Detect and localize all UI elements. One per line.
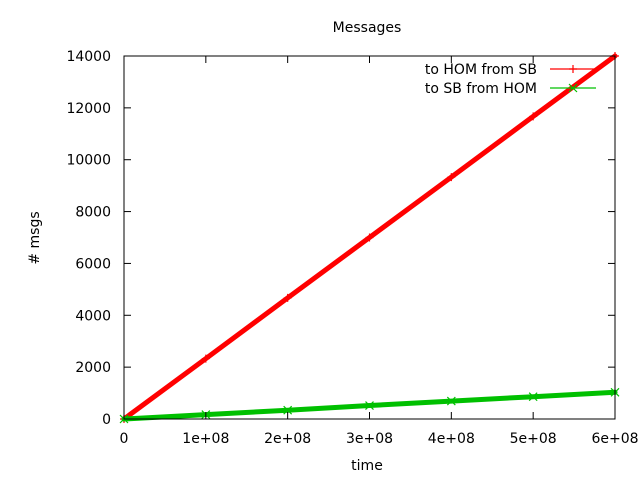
y-tick-label: 4000 [75,308,111,324]
x-tick-label: 3e+08 [346,431,393,447]
data-point [283,293,292,302]
legend-marker-1 [569,65,577,73]
data-point [528,392,538,402]
y-tick-label: 14000 [66,49,111,65]
data-point [446,396,456,406]
x-tick-label: 4e+08 [428,431,475,447]
chart-title: Messages [333,20,402,36]
y-tick-label: 10000 [66,153,111,169]
legend-label: to HOM from SB [425,62,537,78]
legend: to HOM from SB to SB from HOM [425,62,596,97]
x-tick-label: 5e+08 [510,431,557,447]
y-tick-label: 2000 [75,360,111,376]
data-point [201,354,210,363]
plot-area [119,52,620,424]
axis-ticks: 0 1e+08 2e+08 3e+08 4e+08 5e+08 6e+08 0 2000 4000… [66,49,638,447]
x-axis-label: time [351,458,383,474]
x-tick-label: 6e+08 [591,431,638,447]
y-tick-label: 12000 [66,101,111,117]
y-axis-label: # msgs [27,211,43,264]
data-point [365,401,374,410]
legend-label: to SB from HOM [425,81,537,97]
y-tick-label: 6000 [75,256,111,272]
y-tick-label: 8000 [75,205,111,221]
data-point [365,233,374,242]
y-tick-label: 0 [102,412,111,428]
x-tick-label: 0 [120,431,129,447]
x-tick-label: 2e+08 [264,431,311,447]
legend-marker-2 [568,83,578,93]
data-point [283,405,293,415]
data-point [529,112,538,121]
data-point [447,173,456,182]
x-tick-label: 1e+08 [182,431,229,447]
